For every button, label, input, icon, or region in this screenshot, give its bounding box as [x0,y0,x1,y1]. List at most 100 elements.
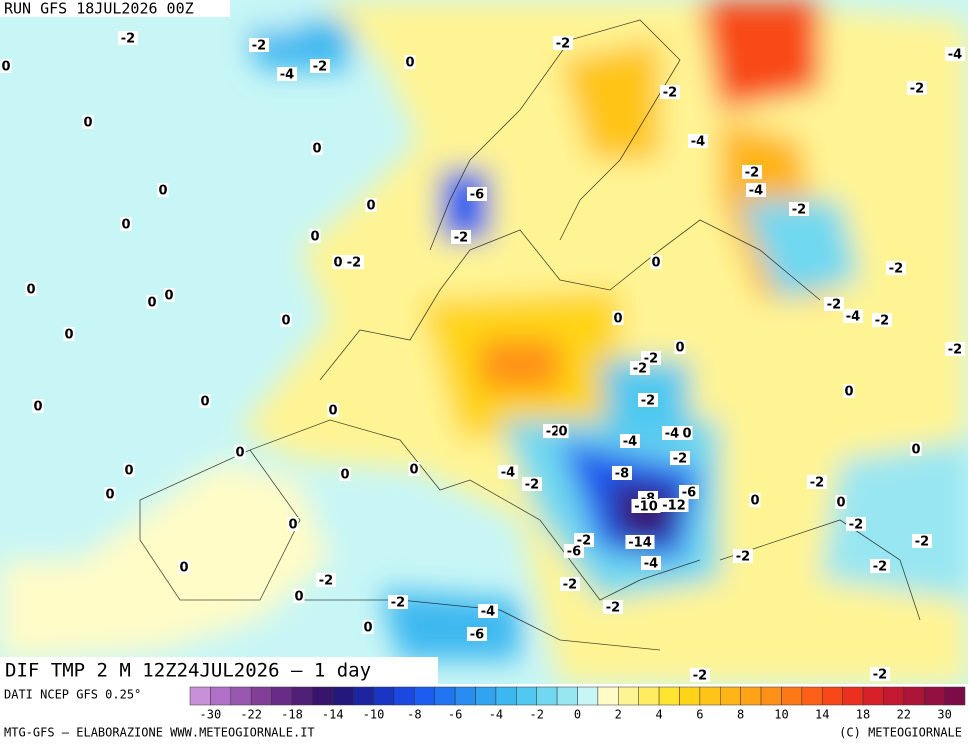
map-label-bg [907,81,927,95]
map-label-bg [316,573,336,587]
map-label-bg [742,165,762,179]
map-value-label: -6 [470,628,484,643]
map-label-bg [293,589,305,603]
map-value-label: -4 [846,310,860,325]
colorbar-swatch [516,686,537,706]
map-value-label: -4 [644,557,658,572]
colorbar-label: 14 [815,708,829,722]
map-value-label: 0 [281,314,290,329]
map-label-bg [650,255,662,269]
colorbar-swatch [230,686,252,706]
map-label-bg [327,403,339,417]
map-label-bg [733,549,753,563]
map-value-label: 0 [363,621,372,636]
map-value-label: 0 [310,230,319,245]
map-value-label: -2 [736,550,750,565]
map-field [0,0,968,685]
map-value-label: 0 [121,218,130,233]
map-value-label: 0 [105,488,114,503]
map-label-bg [478,604,498,618]
map-label-bg [234,445,246,459]
map-value-label: -2 [873,560,887,575]
map-value-label: 0 [164,289,173,304]
colorbar-swatch [903,686,925,706]
map-label-bg [870,667,890,681]
map-value-label: -6 [682,486,696,501]
map-value-label: 0 [675,341,684,356]
colorbar-swatch [536,686,558,706]
map-label-bg [332,255,344,269]
map-label-bg [638,393,658,407]
map-value-label: -2 [827,298,841,313]
colorbar-label: -2 [529,708,543,722]
colorbar-label: 10 [774,708,788,722]
map-label-bg [311,141,323,155]
map-value-label: -2 [556,37,570,52]
colorbar-swatch [332,686,354,706]
colorbar-label: 22 [897,708,911,722]
map-value-label: 0 [235,446,244,461]
colorbar-swatch [760,686,782,706]
colorbar-label: 6 [696,708,703,722]
map-value-label: 0 [409,463,418,478]
map-label-bg [625,535,655,549]
map-value-label: 0 [405,56,414,71]
map-label-bg [681,426,693,440]
map-label-bg [163,288,175,302]
map-label-bg [886,261,906,275]
map-value-label: -8 [615,467,629,482]
colorbar-swatch [679,686,701,706]
map-label-bg [63,327,75,341]
colorbar-swatch [454,686,476,706]
map-value-label: -2 [454,231,468,246]
map-label-bg [32,399,44,413]
map-label-bg [277,67,297,81]
map-label-bg [612,311,624,325]
map-label-bg [408,462,420,476]
map-value-label: 0 [288,518,297,533]
map-label-bg [846,517,866,531]
map-value-label: 0 [333,256,342,271]
map-label-bg [870,559,890,573]
title-box [0,657,438,684]
colorbar-swatch [393,686,415,706]
footer-right: (C) METEOGIORNALE [839,726,962,740]
map-value-label: -2 [546,425,560,440]
map-label-bg [945,342,965,356]
colorbar-swatch [618,686,639,706]
map-title: DIF TMP 2 M 12Z24JUL2026 — 1 day [5,660,371,682]
footer-left: MTG-GFS — ELABORAZIONE WWW.METEOGIORNALE… [4,726,315,740]
map-value-label: -2 [641,394,655,409]
colorbar-swatch [862,686,884,706]
colorbar-swatch [352,686,374,706]
map-label-bg [824,297,844,311]
map-label-bg [0,59,12,73]
map-value-label: 0 [147,296,156,311]
map-value-label: -4 [501,466,515,481]
map-label-bg [641,556,661,570]
map-label-bg [344,255,364,269]
map-value-label: -4 [749,184,763,199]
map-label-bg [660,85,680,99]
colorbar-swatch [801,686,823,706]
colorbar-swatch [883,686,905,706]
colorbar-swatch [556,686,578,706]
run-label: RUN GFS 18JUL2026 00Z [4,0,194,18]
colorbar-label: -22 [240,708,262,722]
colorbar-label: -6 [448,708,462,722]
map-value-label: 0 [366,199,375,214]
colorbar-swatch [210,686,232,706]
map-label-bg [404,55,416,69]
map-label-bg [630,361,650,375]
map-value-label: 0 [340,468,349,483]
map-value-label: 0 [651,256,660,271]
map-value-label: -2 [910,82,924,97]
map-label-bg [560,577,580,591]
colorbar-swatch [944,686,966,706]
map-label-bg [945,47,965,61]
map-value-label: 0 [558,425,567,440]
map-label-bg [557,424,569,438]
map-label-bg [612,466,632,480]
map-value-label: -14 [628,536,652,551]
map-label-bg [659,498,689,512]
